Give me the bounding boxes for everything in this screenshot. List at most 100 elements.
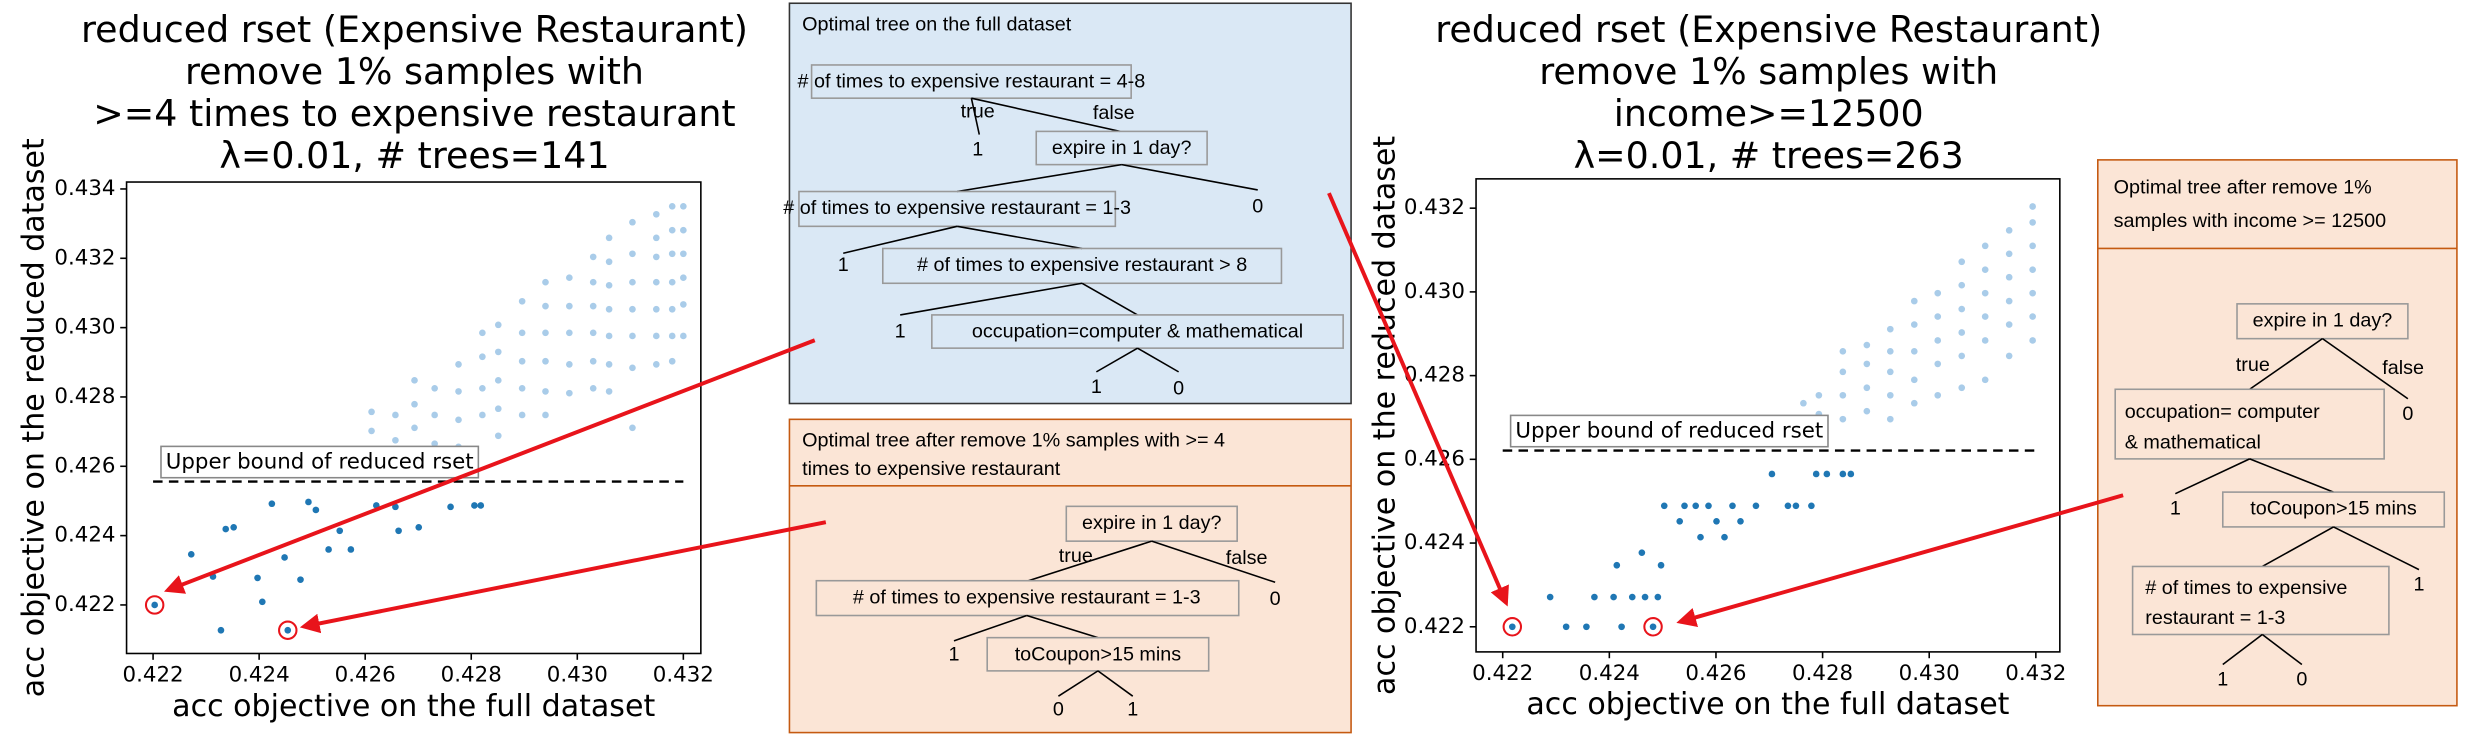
point bbox=[1910, 348, 1918, 355]
point bbox=[2005, 321, 2013, 328]
point bbox=[1981, 313, 1989, 320]
point bbox=[589, 302, 597, 310]
point bbox=[2005, 250, 2013, 258]
point bbox=[668, 202, 676, 210]
point bbox=[1863, 341, 1871, 349]
leaf: 0 bbox=[1270, 588, 1281, 610]
leaf: 1 bbox=[1091, 376, 1102, 398]
point bbox=[411, 376, 418, 384]
point bbox=[1800, 399, 1807, 407]
point bbox=[1958, 258, 1966, 266]
edge bbox=[2333, 526, 2420, 571]
point bbox=[284, 626, 292, 634]
point bbox=[1721, 533, 1728, 541]
edge bbox=[2321, 338, 2409, 400]
point bbox=[1613, 561, 1621, 569]
scatter-chart: reduced rset (Expensive Restaurant)remov… bbox=[1367, 8, 2102, 722]
edge bbox=[953, 614, 1028, 642]
node-label: # of times to expensive restaurant = 1-3 bbox=[783, 197, 1131, 219]
point bbox=[1863, 360, 1871, 368]
point bbox=[1713, 517, 1720, 525]
arrow bbox=[164, 338, 816, 594]
point bbox=[455, 388, 462, 395]
point bbox=[542, 278, 549, 286]
point bbox=[652, 305, 660, 313]
point bbox=[1839, 368, 1847, 376]
edge bbox=[2222, 633, 2263, 666]
edge bbox=[971, 97, 1121, 133]
point bbox=[222, 525, 230, 533]
y-tick-label: 0.424 bbox=[1404, 530, 1465, 555]
x-tick-label: 0.426 bbox=[335, 663, 396, 688]
point bbox=[1692, 502, 1700, 510]
chart-title: remove 1% samples with bbox=[1539, 50, 1998, 93]
edge bbox=[2261, 526, 2334, 568]
node-label: # of times to expensive restaurant > 8 bbox=[917, 254, 1247, 276]
panel-header: samples with income >= 12500 bbox=[2114, 210, 2386, 232]
point bbox=[1729, 502, 1736, 510]
point bbox=[1886, 391, 1894, 399]
point bbox=[1886, 348, 1894, 355]
point bbox=[494, 405, 502, 413]
point bbox=[652, 234, 660, 242]
node-label: restaurant = 1-3 bbox=[2145, 607, 2285, 629]
arrow bbox=[1327, 192, 1509, 607]
x-axis-label: acc objective on the full dataset bbox=[172, 689, 655, 724]
point bbox=[1792, 502, 1800, 510]
point bbox=[254, 574, 261, 582]
x-tick-label: 0.430 bbox=[547, 663, 608, 688]
chart-title: remove 1% samples with bbox=[185, 50, 644, 93]
point bbox=[494, 321, 502, 329]
edge bbox=[1121, 163, 1258, 191]
point bbox=[336, 527, 344, 535]
point bbox=[566, 274, 573, 282]
x-axis-label: acc objective on the full dataset bbox=[1526, 687, 2009, 722]
arrow bbox=[299, 520, 827, 634]
point bbox=[542, 357, 549, 365]
leaf: 0 bbox=[1173, 377, 1184, 399]
point bbox=[268, 500, 276, 508]
point bbox=[1981, 242, 1989, 250]
y-tick-label: 0.422 bbox=[54, 592, 115, 617]
node-label: toCoupon>15 mins bbox=[1015, 643, 1182, 665]
point bbox=[187, 551, 195, 558]
chart-title: income>=12500 bbox=[1614, 92, 1924, 135]
point bbox=[431, 440, 438, 448]
point bbox=[1705, 502, 1712, 510]
point bbox=[1863, 384, 1871, 392]
point bbox=[1839, 470, 1847, 478]
plot-frame bbox=[1475, 178, 2061, 653]
point bbox=[1610, 593, 1617, 601]
edge bbox=[1095, 347, 1138, 373]
point bbox=[1660, 502, 1668, 510]
point bbox=[217, 626, 225, 634]
point bbox=[542, 329, 549, 337]
x-tick-label: 0.424 bbox=[229, 663, 290, 688]
point bbox=[589, 253, 597, 261]
branch-label: true bbox=[1059, 545, 1093, 567]
point bbox=[479, 353, 486, 361]
point bbox=[680, 274, 687, 282]
edge bbox=[1026, 614, 1099, 639]
point bbox=[1823, 470, 1831, 478]
y-axis-label: acc objective on the reduced dataset bbox=[1367, 136, 1402, 695]
node-label: # of times to expensive bbox=[2145, 577, 2347, 599]
panel-header: Optimal tree on the full dataset bbox=[802, 14, 1072, 36]
point bbox=[629, 424, 636, 432]
point bbox=[1886, 325, 1894, 333]
point bbox=[629, 305, 636, 313]
chart-title: λ=0.01, # trees=141 bbox=[219, 134, 609, 177]
point bbox=[1508, 623, 1516, 631]
point bbox=[605, 282, 613, 289]
point bbox=[542, 302, 549, 310]
edge bbox=[1028, 540, 1152, 582]
point bbox=[1886, 415, 1894, 423]
point bbox=[411, 424, 418, 432]
point bbox=[680, 332, 687, 340]
edge bbox=[900, 282, 1083, 316]
point bbox=[1981, 337, 1989, 344]
point bbox=[1654, 593, 1662, 601]
panel-header: Optimal tree after remove 1% samples wit… bbox=[802, 430, 1225, 452]
node-label: expire in 1 day? bbox=[1082, 512, 1222, 534]
y-tick-label: 0.430 bbox=[1404, 279, 1465, 304]
